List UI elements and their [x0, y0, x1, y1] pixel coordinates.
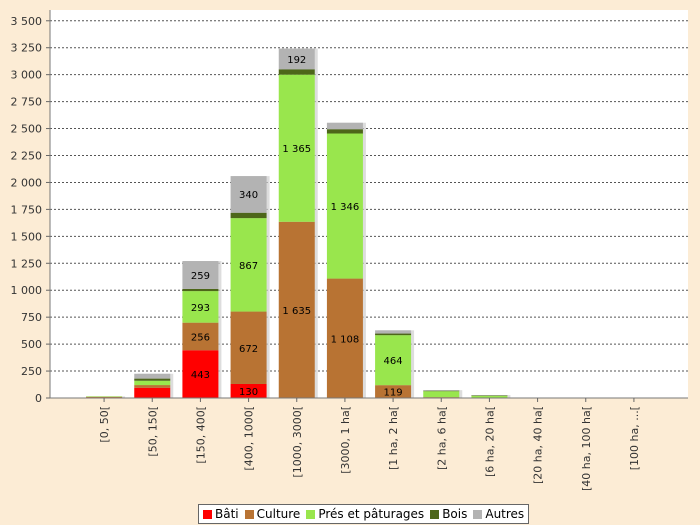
bar-segment: [278, 74, 315, 222]
legend: Bâti Culture Prés et pâturages Bois Autres: [198, 504, 530, 524]
legend-item: Culture: [244, 507, 301, 521]
bar-segment: [134, 373, 171, 379]
bar-segment: [134, 378, 171, 381]
legend-swatch: [244, 509, 254, 519]
y-tick-label: 3 500: [11, 15, 43, 28]
bar-segment: [326, 122, 363, 130]
data-label: 259: [191, 271, 210, 282]
bar-segment: [326, 133, 363, 279]
bar-segment: [134, 380, 171, 386]
y-tick-label: 3 000: [11, 69, 43, 82]
data-label: 1 635: [282, 306, 311, 317]
bar-segment: [182, 322, 219, 351]
x-axis: [0, 50[ [50, 150[ [150, 400[ [400, 1000[ [10…: [50, 397, 688, 491]
data-label: 1 108: [331, 334, 360, 345]
bar-segment: [182, 291, 219, 323]
bar-segment: [278, 69, 315, 75]
y-tick-label: 500: [21, 338, 42, 351]
x-tick-label: [100 ha, ...[: [628, 406, 641, 470]
y-tick-label: 1 500: [11, 230, 43, 243]
data-label: 119: [384, 388, 403, 399]
bar-segment: [423, 390, 460, 391]
legend-label: Autres: [485, 507, 525, 521]
legend-item: Prés et pâturages: [306, 507, 424, 521]
x-tick-label: [6 ha, 20 ha[: [483, 406, 496, 477]
bar-segment: [230, 176, 267, 213]
y-axis: 0 250 500 750 1 000 1 250 1 500 1 750 2 000 2 250…: [11, 10, 51, 405]
bar-segment: [375, 330, 412, 334]
bar-segment: [423, 390, 460, 392]
y-tick-label: 3 250: [11, 42, 43, 55]
data-label: 192: [287, 55, 306, 66]
x-tick-label: [150, 400[: [194, 406, 207, 464]
x-tick-label: [40 ha, 100 ha[: [580, 406, 593, 491]
x-tick-label: [3000, 1 ha[: [339, 406, 352, 474]
bar-segment: [134, 387, 171, 398]
bar-segment: [278, 48, 315, 70]
x-tick-label: [1000, 3000[: [291, 406, 304, 478]
data-label: 464: [384, 356, 403, 367]
data-label: 867: [239, 261, 258, 272]
data-label: 340: [239, 190, 258, 201]
plot-area: [50, 10, 688, 398]
x-tick-label: [50, 150[: [146, 406, 159, 457]
data-labels: 443 256 293 259 130 672 867 340 1 635 1 365 192 1 1…: [191, 55, 403, 399]
bar-segment: [471, 395, 508, 398]
x-tick-label: [0, 50[: [98, 406, 111, 443]
legend-swatch: [306, 509, 316, 519]
bar-segment: [134, 385, 171, 388]
legend-label: Bâti: [215, 507, 239, 521]
bar-segment: [182, 288, 219, 292]
y-tick-label: 1 250: [11, 257, 43, 270]
bar-segment: [86, 396, 123, 397]
y-tick-label: 750: [21, 311, 42, 324]
bar-segment: [423, 391, 460, 398]
legend-swatch: [203, 509, 212, 519]
x-tick-label: [20 ha, 40 ha[: [532, 406, 545, 484]
legend-label: Prés et pâturages: [318, 507, 425, 521]
y-tick-label: 2 750: [11, 96, 43, 109]
data-label: 130: [239, 387, 258, 398]
data-label: 1 346: [331, 202, 360, 213]
x-tick-label: [1 ha, 2 ha[: [387, 406, 400, 470]
legend-item: Bâti: [203, 507, 239, 521]
y-tick-label: 2 000: [11, 176, 43, 189]
bar-segment: [375, 333, 412, 336]
bars: [86, 48, 607, 399]
data-label: 256: [191, 332, 210, 343]
bar-segment: [326, 129, 363, 134]
data-label: 293: [191, 303, 210, 314]
legend-swatch: [430, 509, 440, 519]
legend-label: Culture: [256, 507, 301, 521]
y-tick-label: 2 500: [11, 123, 43, 136]
bar-segment: [182, 261, 219, 289]
y-tick-label: 1 000: [11, 284, 43, 297]
y-tick-label: 0: [35, 392, 42, 405]
legend-swatch: [473, 509, 483, 519]
y-tick-label: 1 750: [11, 203, 43, 216]
bar-segment: [86, 396, 123, 398]
bar-segment: [471, 395, 508, 396]
data-label: 1 365: [282, 144, 311, 155]
data-label: 443: [191, 370, 210, 381]
legend-item: Bois: [430, 507, 467, 521]
x-tick-label: [400, 1000[: [243, 406, 256, 471]
y-tick-label: 250: [21, 365, 42, 378]
bar-segment: [230, 218, 267, 312]
bar-segment: [230, 212, 267, 219]
bar-segment: [326, 278, 363, 398]
legend-label: Bois: [442, 507, 468, 521]
legend-item: Autres: [473, 507, 524, 521]
x-tick-label: [2 ha, 6 ha[: [435, 406, 448, 470]
y-tick-label: 2 250: [11, 150, 43, 163]
bar-segment: [182, 350, 219, 398]
bar-segment: [375, 385, 412, 398]
bar-segment: [230, 383, 267, 398]
data-label: 672: [239, 344, 258, 355]
bar-segment: [278, 221, 315, 398]
bar-segment: [230, 311, 267, 384]
bar-segment: [375, 335, 412, 386]
